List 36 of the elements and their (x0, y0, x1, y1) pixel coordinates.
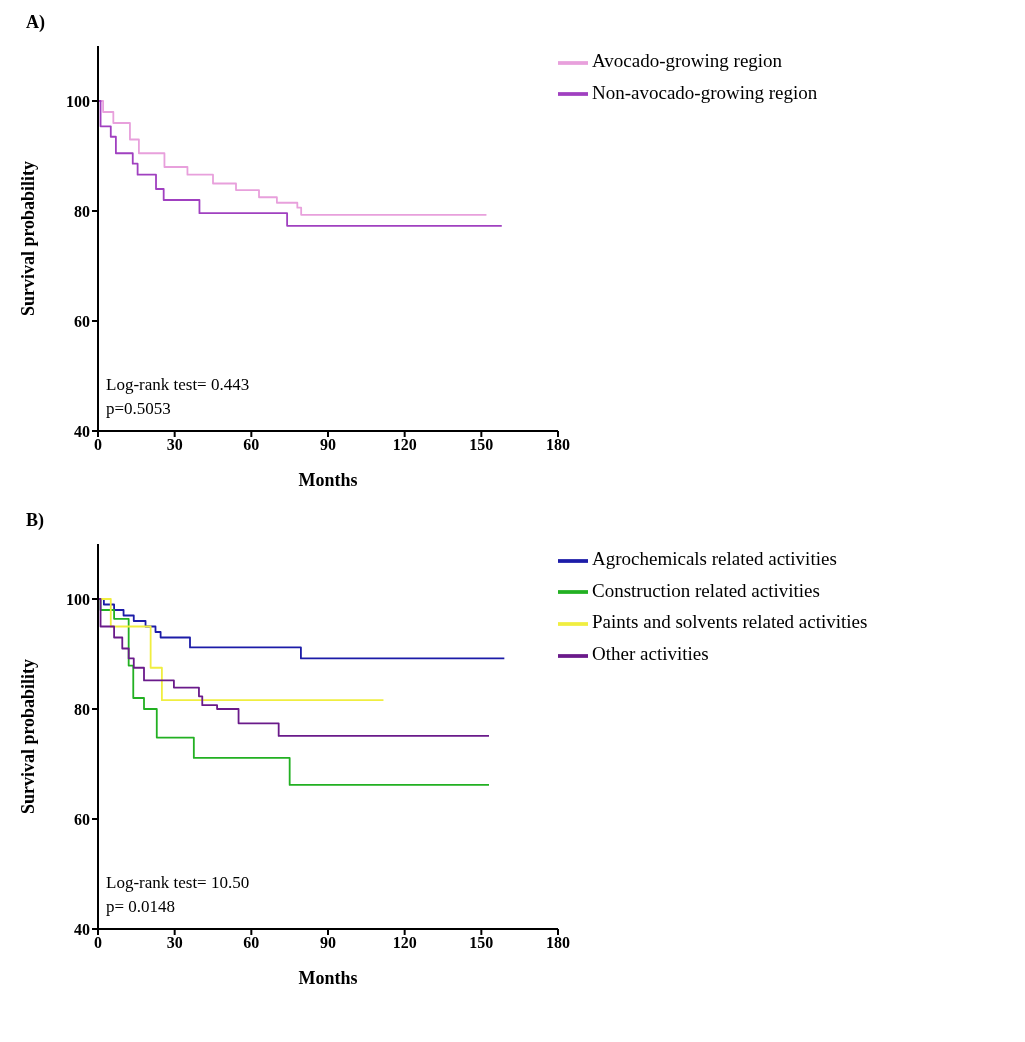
x-axis-title: Months (298, 968, 358, 988)
x-axis-title: Months (298, 470, 358, 490)
legend-label: Paints and solvents related activities (592, 611, 868, 633)
chart-title: A) (25, 11, 46, 34)
annotation-text: Log-rank test= 0.443 p=0.5053 (106, 374, 250, 420)
x-tick-label: 90 (320, 436, 336, 454)
x-tick-label: 0 (94, 934, 102, 952)
x-tick-label: 150 (469, 436, 494, 454)
annotation-text: Log-rank test= 10.50 p= 0.0148 (106, 872, 250, 918)
legend-label: Agrochemicals related activities (592, 548, 837, 569)
legend-label: Construction related activities (592, 579, 820, 601)
x-tick-label: 60 (243, 436, 260, 454)
x-tick-label: 30 (166, 934, 183, 952)
x-tick-label: 90 (320, 934, 336, 952)
legend-label: Non-avocado-growing region (592, 81, 818, 103)
y-axis-title: Survival probability (18, 160, 39, 317)
y-tick-label: 60 (74, 312, 90, 330)
x-tick-label: 120 (392, 436, 417, 454)
x-tick-label: 180 (546, 934, 570, 952)
y-tick-label: 60 (74, 810, 90, 828)
x-tick-label: 0 (94, 436, 102, 454)
y-tick-label: 40 (74, 920, 90, 938)
y-tick-label: 80 (74, 202, 90, 220)
legend-label: Avocado-growing region (592, 50, 783, 71)
y-tick-label: 80 (74, 700, 90, 718)
x-tick-label: 120 (392, 934, 417, 952)
chart-title: B) (25, 509, 45, 532)
x-tick-label: 180 (546, 436, 570, 454)
y-tick-label: 40 (74, 422, 90, 440)
legend-label: Other activities (592, 642, 709, 664)
y-axis-title: Survival probability (18, 658, 39, 815)
x-tick-label: 60 (243, 934, 260, 952)
x-tick-label: 150 (469, 934, 494, 952)
y-tick-label: 100 (66, 590, 90, 608)
x-tick-label: 30 (166, 436, 183, 454)
y-tick-label: 100 (66, 92, 90, 110)
